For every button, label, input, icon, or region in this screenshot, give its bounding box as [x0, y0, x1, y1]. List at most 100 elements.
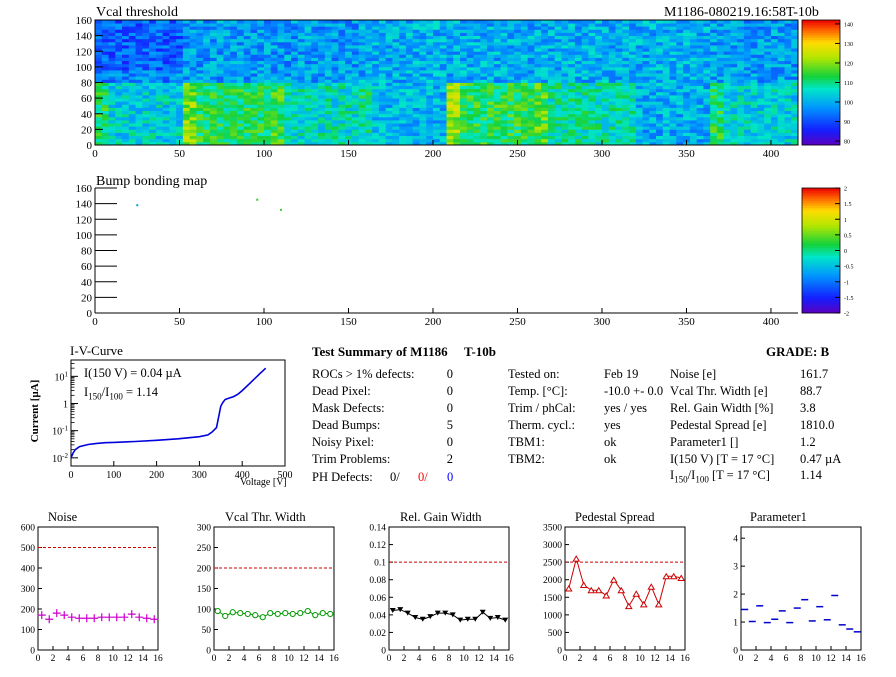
vcal-cell: [622, 135, 630, 140]
vcal-cell: [372, 104, 380, 108]
vcal-cell: [642, 32, 650, 37]
vcal-cell: [209, 141, 218, 146]
vcal-cell: [635, 48, 643, 52]
vcal-cell: [541, 132, 549, 137]
vcal-cell: [243, 135, 251, 140]
vcal-cell: [372, 63, 380, 68]
vcal-cell: [669, 113, 677, 118]
vcal-cell: [304, 76, 312, 80]
vcal-cell: [743, 38, 752, 43]
condition-value: yes / yes: [604, 401, 648, 415]
vcal-cell: [182, 20, 191, 24]
vcal-cell: [581, 79, 589, 83]
summary-y-tick-label: 0.1: [374, 559, 386, 569]
summary-x-tick-label: 12: [474, 654, 484, 664]
vcal-cell: [683, 32, 691, 37]
vcal-cell: [453, 110, 461, 115]
vcal-cell: [622, 107, 630, 112]
vcal-cell: [716, 70, 725, 74]
vcal-cell: [351, 57, 360, 62]
vcal-cell: [236, 26, 245, 30]
vcal-cell: [263, 141, 272, 146]
vcal-cell: [750, 88, 758, 93]
vcal-cell: [574, 41, 583, 46]
summary-y-tick-label: 1500: [543, 594, 562, 604]
vcal-cell: [95, 107, 103, 112]
vcal-cell: [541, 107, 549, 112]
vcal-cell: [608, 95, 616, 99]
vcal-cell: [345, 26, 353, 30]
iv-y-axis-label: Current [µA]: [29, 379, 41, 443]
vcal-cell: [236, 79, 245, 83]
vcal-cell: [770, 101, 779, 105]
vcal-cell: [629, 116, 637, 121]
vcal-cell: [743, 79, 752, 83]
vcal-cell: [656, 38, 664, 43]
vcal-cell: [554, 48, 562, 52]
vcal-cell: [588, 66, 596, 71]
vcal-cell: [95, 132, 103, 137]
vcal-cell: [568, 126, 576, 130]
vcal-cell: [520, 63, 529, 68]
vcal-cell: [595, 107, 603, 112]
bump-palette-step: [802, 258, 840, 261]
vcal-cell: [608, 54, 616, 58]
vcal-cell: [601, 41, 610, 46]
vcal-cell: [534, 63, 542, 68]
vcal-cell: [460, 70, 468, 74]
vcal-cell: [108, 29, 116, 33]
vcal-cell: [250, 91, 258, 96]
vcal-cell: [378, 70, 387, 74]
vcal-cell: [426, 126, 434, 130]
vcal-cell: [128, 70, 136, 74]
vcal-cell: [426, 70, 434, 74]
vcal-cell: [209, 101, 218, 105]
vcal-cell: [405, 63, 414, 68]
vcal-cell: [574, 91, 583, 96]
vcal-cell: [601, 23, 610, 27]
vcal-cell: [791, 129, 799, 133]
vcal-cell: [318, 107, 326, 112]
vcal-cell: [270, 54, 278, 58]
vcal-cell: [189, 107, 197, 112]
vcal-cell: [405, 132, 414, 137]
vcal-cell: [162, 116, 170, 121]
vcal-cell: [629, 129, 637, 133]
vcal-cell: [703, 76, 711, 80]
vcal-cell: [466, 110, 474, 115]
vcal-cell: [358, 63, 366, 68]
vcal-cell: [635, 110, 643, 115]
vcal-cell: [676, 48, 684, 52]
vcal-cell: [581, 113, 589, 118]
vcal-cell: [122, 60, 130, 65]
bump-y-tick-label: 0: [87, 308, 93, 320]
vcal-cell: [372, 51, 380, 55]
vcal-cell: [703, 35, 711, 40]
vcal-cell: [635, 57, 643, 62]
vcal-cell: [696, 95, 704, 99]
vcal-cell: [250, 88, 258, 93]
bump-palette-step: [802, 285, 840, 289]
vcal-cell: [784, 129, 792, 133]
vcal-cell: [108, 132, 116, 137]
vcal-cell: [392, 79, 400, 83]
vcal-cell: [122, 26, 130, 30]
vcal-cell: [723, 60, 731, 65]
vcal-cell: [176, 82, 184, 87]
vcal-cell: [703, 70, 711, 74]
summary-y-tick-label: 3000: [543, 541, 562, 551]
vcal-cell: [122, 88, 130, 93]
bump-palette-step: [802, 188, 840, 191]
vcal-cell: [311, 20, 319, 24]
vcal-cell: [683, 120, 691, 124]
vcal-cell: [710, 26, 718, 30]
vcal-cell: [473, 41, 481, 46]
vcal-cell: [622, 76, 630, 80]
vcal-cell: [649, 35, 657, 40]
vcal-cell: [703, 60, 711, 65]
vcal-cell: [710, 73, 718, 77]
vcal-cell: [216, 76, 224, 80]
vcal-cell: [784, 123, 792, 127]
vcal-cell: [209, 60, 218, 65]
vcal-cell: [696, 76, 704, 80]
